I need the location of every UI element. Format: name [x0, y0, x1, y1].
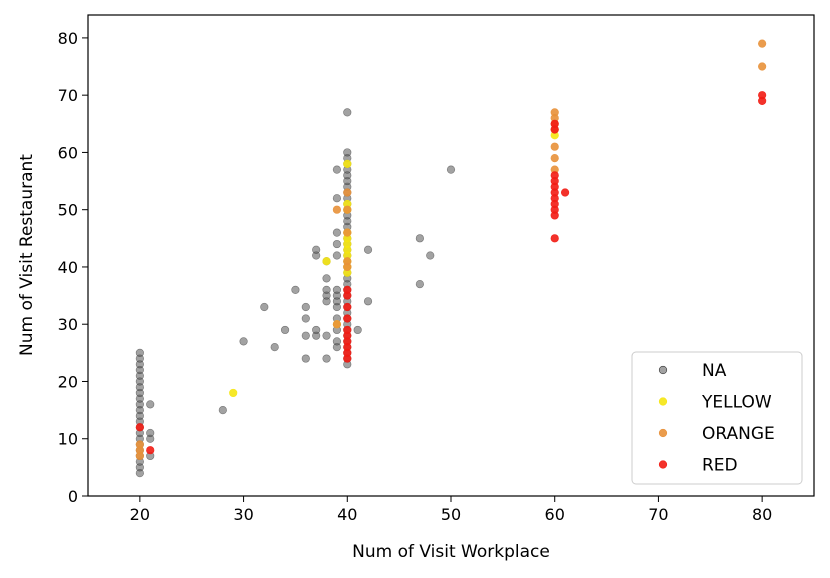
scatter-point-yellow: [343, 159, 352, 168]
scatter-point-orange: [550, 108, 559, 117]
legend-label-na: NA: [702, 361, 727, 381]
scatter-point-orange: [550, 142, 559, 151]
scatter-point-na: [239, 337, 248, 346]
scatter-point-red: [550, 234, 559, 243]
y-axis: 0 10 20 30 40 50 60 70 80: [58, 29, 88, 506]
scatter-point-na: [260, 302, 269, 312]
x-axis-label: Num of Visit Workplace: [352, 542, 550, 562]
scatter-point-orange: [758, 39, 767, 48]
scatter-point-red: [343, 314, 352, 323]
y-tick-label: 30: [58, 315, 78, 334]
scatter-point-red: [550, 119, 559, 128]
scatter-point-red: [343, 302, 352, 312]
scatter-point-na: [218, 406, 227, 415]
x-axis: 20 30 40 50 60 70 80: [130, 496, 772, 524]
scatter-point-red: [135, 423, 144, 432]
x-tick-label: 80: [752, 505, 772, 524]
scatter-point-red: [560, 188, 570, 197]
scatter-point-yellow: [322, 257, 331, 266]
scatter-point-na: [332, 239, 342, 249]
scatter-point-na: [353, 325, 362, 335]
x-tick-label: 50: [441, 505, 461, 524]
scatter-point-na: [332, 285, 342, 294]
scatter-point-na: [280, 325, 290, 335]
scatter-point-orange: [343, 228, 352, 237]
y-tick-label: 50: [58, 201, 78, 220]
scatter-point-na: [301, 314, 310, 323]
y-tick-label: 60: [58, 143, 78, 162]
scatter-point-na: [322, 354, 331, 363]
scatter-point-na: [312, 325, 321, 335]
scatter-point-orange: [550, 154, 559, 163]
scatter-point-na: [301, 302, 310, 312]
x-tick-label: 40: [337, 505, 357, 524]
legend-marker-yellow: [658, 397, 668, 406]
y-axis-label: Num of Visit Restaurant: [17, 154, 37, 356]
scatter-point-na: [343, 148, 352, 157]
scatter-point-na: [135, 348, 144, 357]
scatter-point-orange: [332, 205, 342, 214]
legend-label-orange: ORANGE: [702, 424, 775, 444]
legend: NA YELLOW ORANGE RED: [631, 351, 803, 485]
scatter-point-na: [332, 337, 342, 346]
points-layer: [135, 39, 767, 478]
y-tick-label: 40: [58, 258, 78, 277]
scatter-point-na: [415, 234, 424, 243]
y-tick-label: 20: [58, 372, 78, 391]
scatter-point-na: [332, 228, 342, 237]
scatter-point-red: [343, 325, 352, 335]
scatter-point-na: [363, 245, 373, 254]
scatter-point-orange: [343, 188, 352, 197]
scatter-point-red: [758, 91, 767, 100]
scatter-point-na: [363, 297, 373, 306]
scatter-point-red: [146, 446, 155, 455]
scatter-point-na: [322, 274, 331, 283]
scatter-point-na: [426, 251, 435, 260]
x-tick-label: 20: [130, 505, 150, 524]
y-tick-label: 10: [58, 430, 78, 449]
scatter-point-na: [312, 245, 321, 254]
scatter-point-orange: [758, 62, 767, 71]
scatter-point-na: [146, 428, 155, 438]
x-tick-label: 60: [545, 505, 565, 524]
scatter-point-na: [332, 251, 342, 260]
scatter-point-na: [322, 285, 331, 294]
legend-box: [631, 351, 803, 485]
legend-label-yellow: YELLOW: [701, 393, 772, 413]
y-tick-label: 80: [58, 29, 78, 48]
y-tick-label: 0: [68, 487, 78, 506]
scatter-point-na: [146, 400, 155, 409]
scatter-point-na: [301, 331, 310, 340]
scatter-point-na: [446, 165, 456, 174]
scatter-point-na: [332, 165, 342, 174]
scatter-point-na: [301, 354, 310, 363]
scatter-point-orange: [343, 257, 352, 266]
scatter-point-red: [550, 171, 559, 180]
y-tick-label: 70: [58, 86, 78, 105]
scatter-point-na: [270, 343, 279, 352]
legend-marker-orange: [658, 428, 668, 438]
x-tick-label: 70: [648, 505, 668, 524]
x-tick-label: 30: [233, 505, 253, 524]
legend-label-red: RED: [702, 456, 738, 476]
scatter-point-na: [322, 331, 331, 340]
legend-marker-red: [658, 460, 668, 469]
scatter-point-red: [343, 285, 352, 294]
scatter-point-orange: [343, 205, 352, 214]
scatter-point-na: [332, 194, 342, 203]
legend-marker-na: [658, 365, 668, 375]
scatter-point-yellow: [229, 388, 238, 398]
scatter-point-orange: [135, 440, 144, 449]
scatter-point-na: [415, 280, 424, 289]
scatter-point-orange: [332, 320, 342, 329]
scatter-point-na: [343, 108, 352, 117]
scatter-point-na: [291, 285, 300, 294]
